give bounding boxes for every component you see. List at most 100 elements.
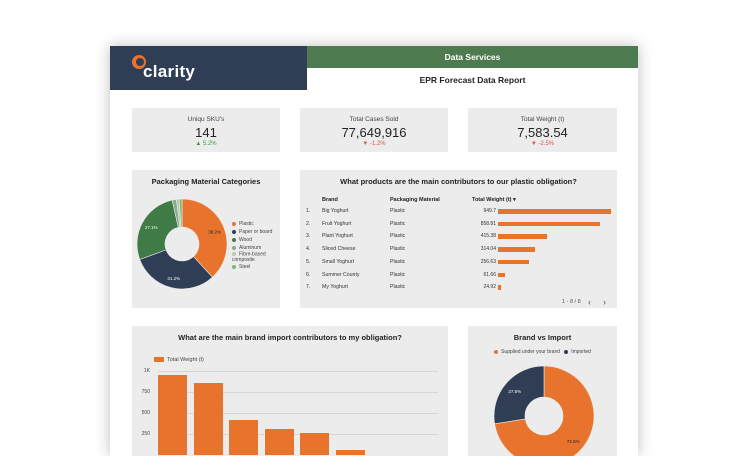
y-tick-label: 750 (141, 389, 150, 395)
pie-slice[interactable] (136, 199, 179, 260)
weight-bar[interactable] (498, 259, 529, 265)
row-index: 2. (306, 220, 311, 227)
weight-bar[interactable] (498, 272, 506, 277)
packaging-donut-chart: 38.2% 31.2% 27.1% (136, 198, 228, 290)
gridline (158, 371, 438, 372)
brand-vs-import-card: Brand vs Import Supplied under your bran… (468, 326, 617, 456)
legend-dot (232, 229, 236, 234)
gridline (158, 392, 438, 393)
arrow-up-icon: ▲ (195, 141, 202, 147)
row-weight: 24.92 (483, 284, 496, 291)
row-weight: 858.81 (480, 220, 496, 227)
gridline (158, 413, 438, 414)
plastic-table-title: What products are the main contributors … (340, 177, 577, 186)
kpi-value: 77,649,916 (341, 125, 407, 140)
bar-chart-legend: Total Weight (t) (154, 357, 204, 363)
arrow-down-icon: ▼ (530, 141, 537, 147)
column-header-material[interactable]: Packaging Material (390, 197, 440, 203)
row-weight: 949.7 (483, 208, 496, 214)
row-index: 6. (306, 271, 311, 278)
pie-slice[interactable] (181, 198, 228, 278)
bar[interactable] (229, 420, 258, 455)
row-brand: Big Yoghurt (322, 208, 349, 214)
weight-bar[interactable] (498, 234, 548, 239)
dashboard-page: clarity Data Services EPR Forecast Data … (110, 46, 638, 456)
weight-bar[interactable] (498, 221, 601, 227)
row-weight: 415.38 (480, 233, 496, 240)
column-header-brand[interactable]: Brand (322, 197, 338, 203)
legend-item[interactable]: Aluminum (232, 245, 261, 251)
pie-slice-label: 31.2% (167, 276, 180, 281)
row-brand: My Yoghurt (322, 284, 348, 291)
pie-slice-label: 27.5% (508, 389, 521, 394)
bar[interactable] (264, 428, 294, 455)
kpi-delta-value: 5.2% (202, 141, 217, 147)
bar[interactable] (335, 449, 365, 455)
legend-item[interactable]: Steel (232, 264, 250, 270)
brand-vs-import-donut-chart: 72.5%27.5% (493, 365, 595, 456)
weight-bar[interactable] (498, 209, 611, 214)
legend-dot (232, 245, 236, 250)
legend-swatch (154, 357, 164, 363)
y-tick-label: 500 (141, 410, 150, 416)
row-brand: Fruit Yoghurt (322, 220, 352, 227)
kpi-label: Uniqu SKU's (187, 116, 225, 123)
plastic-contributors-card: What products are the main contributors … (300, 170, 617, 308)
kpi-delta: ▼ -2.5% (468, 141, 617, 147)
next-page-icon[interactable]: › (603, 297, 606, 307)
row-material: Plastic (390, 284, 406, 291)
prev-page-icon[interactable]: ‹ (588, 297, 591, 307)
legend-dot (232, 264, 236, 269)
legend-label: Wood (239, 237, 252, 243)
legend-dot (232, 221, 236, 226)
row-material: Plastic (390, 220, 406, 227)
legend-item[interactable]: Fibre-based composite (232, 252, 276, 263)
row-weight: 314.04 (480, 246, 496, 253)
brand-vs-import-legend: Supplied under your brand Imported (468, 349, 617, 355)
row-material: Plastic (390, 208, 406, 214)
arrow-down-icon: ▼ (362, 141, 369, 147)
pie-slice[interactable] (493, 365, 545, 425)
section-title: Data Services (307, 46, 638, 68)
bar[interactable] (300, 433, 329, 455)
weight-bar[interactable] (498, 285, 501, 290)
report-title: EPR Forecast Data Report (419, 75, 526, 85)
legend-item[interactable]: Plastic (232, 221, 254, 227)
row-index: 4. (306, 246, 311, 253)
row-index: 5. (306, 258, 311, 265)
bar[interactable] (193, 382, 223, 455)
pie-slice[interactable] (178, 198, 183, 228)
row-brand: Sliced Cheese (322, 246, 356, 253)
pie-slice[interactable] (139, 249, 213, 290)
legend-item[interactable]: Wood (232, 237, 252, 243)
legend-label: Paper or board (239, 229, 273, 235)
legend-label: Total Weight (t) (167, 357, 204, 363)
kpi-card-weight: Total Weight (t) 7,583.54 ▼ -2.5% (468, 108, 617, 152)
brand-import-title: What are the main brand import contribut… (178, 333, 402, 342)
packaging-chart-title: Packaging Material Categories (151, 177, 261, 186)
weight-bar[interactable] (498, 247, 536, 252)
legend-label: Steel (239, 264, 251, 270)
y-tick-label: 1K (143, 368, 150, 374)
kpi-label: Total Cases Sold (349, 116, 399, 123)
kpi-value: 7,583.54 (517, 125, 568, 140)
legend-label: Plastic (239, 221, 254, 227)
packaging-chart-card: Packaging Material Categories 38.2% 31.2%… (132, 170, 280, 308)
sort-desc-icon: ▾ (513, 197, 516, 203)
row-material: Plastic (390, 258, 406, 265)
clarity-logo-icon (132, 55, 146, 69)
logo-panel: clarity (110, 46, 307, 90)
row-brand: Small Yoghurt (322, 258, 355, 265)
kpi-label: Total Weight (t) (520, 116, 565, 123)
column-header-weight[interactable]: Total Weight (t) ▾ (472, 197, 516, 203)
legend-dot (232, 237, 236, 242)
legend-dot (494, 349, 499, 354)
report-header: clarity Data Services EPR Forecast Data … (110, 46, 638, 90)
bar[interactable] (158, 375, 187, 455)
kpi-card-cases: Total Cases Sold 77,649,916 ▼ -1.2% (300, 108, 448, 152)
kpi-delta-value: -2.5% (538, 141, 555, 147)
legend-item[interactable]: Paper or board (232, 229, 272, 235)
kpi-value: 141 (195, 125, 217, 140)
kpi-card-skus: Uniqu SKU's 141 ▲ 5.2% (132, 108, 280, 152)
row-index: 1. (306, 208, 311, 214)
